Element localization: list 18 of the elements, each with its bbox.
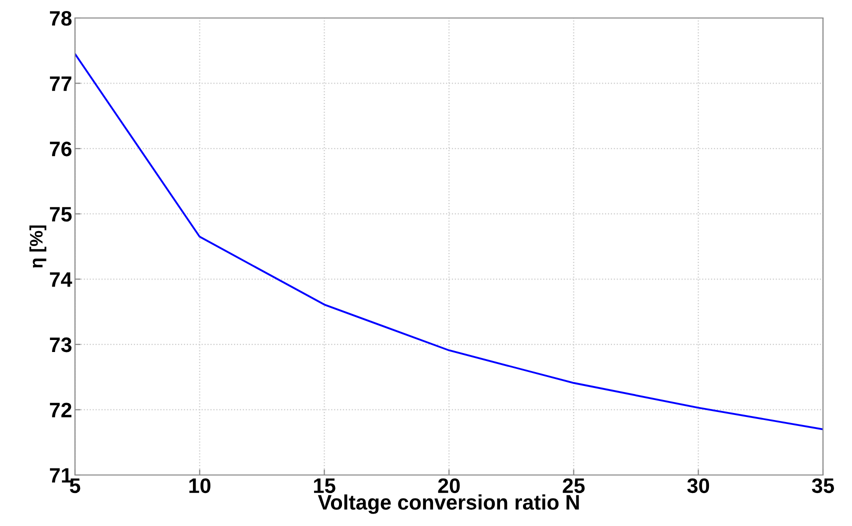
x-axis-title: Voltage conversion ratio N <box>318 494 579 514</box>
y-tick-label: 74 <box>50 272 72 287</box>
line-series <box>75 53 823 430</box>
x-tick-label: 10 <box>189 478 210 494</box>
y-axis-title: η [%] <box>29 225 46 268</box>
y-tick-label: 75 <box>50 207 72 222</box>
y-tick-label: 78 <box>50 11 72 26</box>
y-tick-label: 76 <box>50 142 72 156</box>
y-tick-label: 73 <box>50 337 72 352</box>
x-tick-label: 35 <box>812 478 834 494</box>
y-tick-label: 71 <box>50 468 72 483</box>
x-tick-label: 25 <box>562 478 585 494</box>
y-tick-label: 72 <box>50 402 72 418</box>
x-tick-label: 15 <box>314 478 336 494</box>
y-tick-label: 77 <box>50 76 72 91</box>
x-tick-label: 5 <box>70 478 80 494</box>
x-tick-label: 30 <box>687 478 710 494</box>
x-tick-label: 20 <box>438 478 460 494</box>
